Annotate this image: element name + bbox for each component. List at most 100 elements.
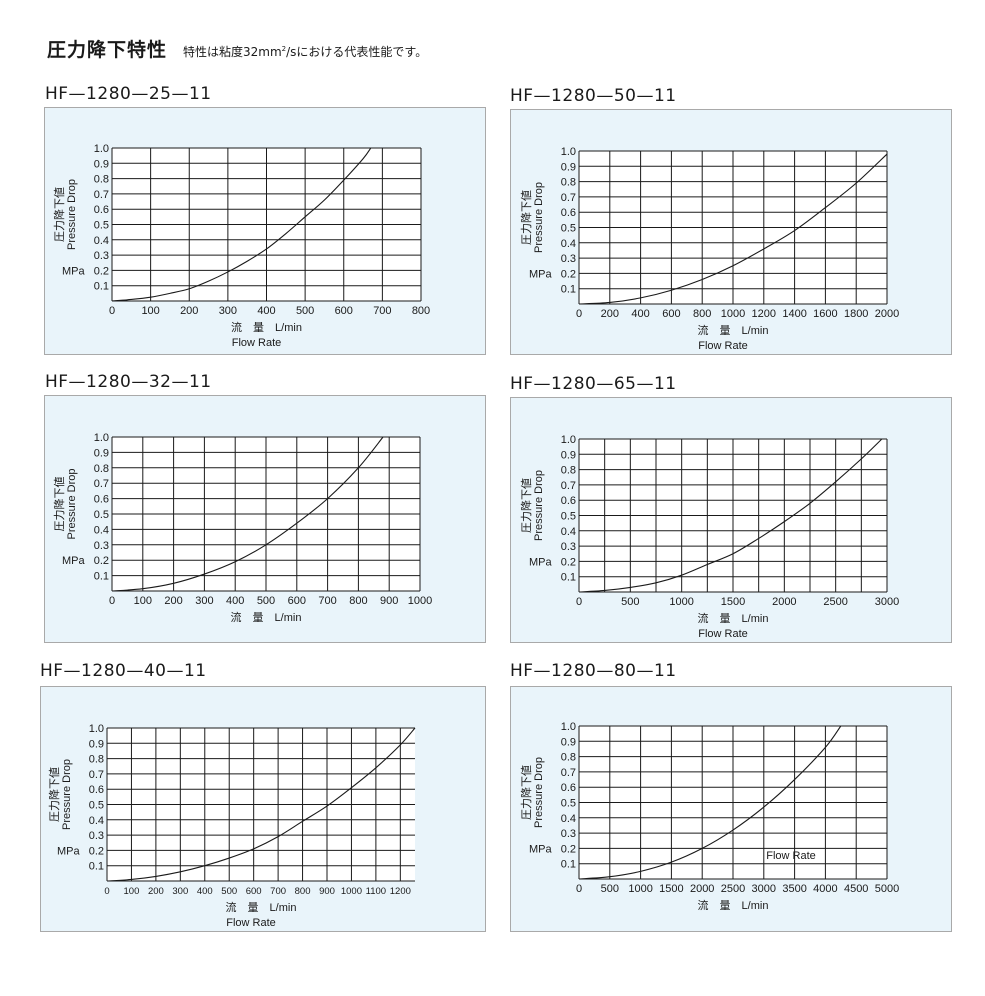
x-axis-label-jp: 流 量 L/min <box>231 610 302 624</box>
x-tick-label: 1000 <box>669 596 693 608</box>
x-tick-label: 1500 <box>721 596 745 608</box>
y-tick-label: 0.9 <box>561 161 576 173</box>
chart-svg-32: 0.1 0.2 0.3 0.4 0.5 0.6 0.7 0.8 0.9 1.0 0 100 200 300… <box>52 432 432 624</box>
x-tick-label: 300 <box>219 305 237 317</box>
chart-svg-80: 0.1 0.2 0.3 0.4 0.5 0.6 0.7 0.8 0.9 1.0 0 500 1000 15… <box>519 721 899 912</box>
x-tick-label: 100 <box>141 305 159 317</box>
y-tick-label: 0.4 <box>94 524 109 536</box>
y-axis-unit: MPa <box>62 265 86 277</box>
x-tick-label: 500 <box>601 883 619 895</box>
y-tick-label: 0.6 <box>561 207 576 219</box>
y-axis-unit: MPa <box>529 556 553 568</box>
x-tick-label: 400 <box>226 595 244 607</box>
series-line <box>111 436 384 592</box>
x-axis-label-jp: 流 量 L/min <box>226 900 297 914</box>
y-tick-label: 0.8 <box>561 752 576 764</box>
x-tick-label: 400 <box>257 305 275 317</box>
y-tick-label: 0.1 <box>561 572 576 584</box>
y-tick-label: 1.0 <box>89 723 104 735</box>
x-tick-label: 0 <box>109 305 115 317</box>
x-tick-label: 100 <box>124 886 140 897</box>
y-tick-label: 0.7 <box>561 192 576 204</box>
x-tick-label: 0 <box>109 595 115 607</box>
x-tick-label: 2500 <box>823 596 847 608</box>
y-axis-label-en: Pressure Drop <box>66 179 78 250</box>
chart-svg-25: 0.1 0.2 0.3 0.4 0.5 0.6 0.7 0.8 0.9 1.0 0 100 200 300… <box>52 143 430 349</box>
y-tick-label: 0.6 <box>561 782 576 794</box>
x-tick-label: 500 <box>621 596 639 608</box>
chart-panel-50: 0.1 0.2 0.3 0.4 0.5 0.6 0.7 0.8 0.9 1.0 0 200 400 600… <box>510 109 952 355</box>
x-tick-label: 600 <box>335 305 353 317</box>
y-axis-label-en: Pressure Drop <box>533 470 545 541</box>
x-axis-label-jp: 流 量 L/min <box>698 611 769 625</box>
x-tick-label: 700 <box>318 595 336 607</box>
x-tick-label: 0 <box>104 886 109 897</box>
x-tick-label: 3500 <box>782 883 806 895</box>
subtitle-superscript: 2 <box>281 45 287 53</box>
y-axis-label-jp: 圧力降下値 <box>47 767 61 822</box>
x-tick-label: 2000 <box>690 883 714 895</box>
x-axis-label-en: Flow Rate <box>232 337 282 349</box>
y-tick-label: 0.9 <box>561 449 576 461</box>
y-tick-label: 0.2 <box>561 268 576 280</box>
x-axis-label-en: Flow Rate <box>698 628 748 640</box>
y-axis-label-jp: 圧力降下値 <box>52 187 66 242</box>
x-tick-label: 0 <box>576 883 582 895</box>
chart-panel-80: 0.1 0.2 0.3 0.4 0.5 0.6 0.7 0.8 0.9 1.0 0 500 1000 15… <box>510 686 952 932</box>
chart-title-80: HF—1280—80—11 <box>510 661 677 681</box>
chart-svg-65: 0.1 0.2 0.3 0.4 0.5 0.6 0.7 0.8 0.9 1.0 0 500 1000 15… <box>519 434 899 640</box>
y-tick-label: 0.1 <box>561 859 576 871</box>
x-tick-label: 200 <box>601 308 619 320</box>
page-subtitle: 特性は粘度32mm2/sにおける代表性能です。 <box>183 43 427 60</box>
x-tick-label: 200 <box>180 305 198 317</box>
y-tick-label: 0.4 <box>94 235 109 247</box>
chart-title-32: HF—1280—32—11 <box>45 372 212 392</box>
x-tick-label: 800 <box>295 886 311 897</box>
x-tick-label: 1200 <box>752 308 776 320</box>
x-axis-label-jp: 流 量 L/min <box>698 898 769 912</box>
x-tick-label: 300 <box>172 886 188 897</box>
x-tick-label: 600 <box>288 595 306 607</box>
x-tick-label: 100 <box>134 595 152 607</box>
series-line <box>111 147 372 302</box>
x-tick-label: 700 <box>373 305 391 317</box>
y-tick-label: 0.7 <box>94 189 109 201</box>
y-tick-label: 0.6 <box>561 495 576 507</box>
y-tick-label: 0.1 <box>94 281 109 293</box>
y-axis-label-jp: 圧力降下値 <box>519 478 533 533</box>
y-axis-unit: MPa <box>57 845 81 857</box>
y-tick-label: 0.8 <box>94 174 109 186</box>
y-tick-label: 0.9 <box>561 736 576 748</box>
x-tick-label: 1100 <box>366 886 386 897</box>
y-tick-label: 0.5 <box>561 798 576 810</box>
y-tick-label: 0.9 <box>94 447 109 459</box>
y-tick-label: 1.0 <box>94 432 109 444</box>
x-tick-label: 0 <box>576 308 582 320</box>
y-tick-label: 0.3 <box>561 541 576 553</box>
chart-svg-50: 0.1 0.2 0.3 0.4 0.5 0.6 0.7 0.8 0.9 1.0 0 200 400 600… <box>519 146 899 352</box>
y-tick-label: 0.3 <box>561 828 576 840</box>
x-axis-label-en: Flow Rate <box>766 850 816 862</box>
chart-panel-40: 0.1 0.2 0.3 0.4 0.5 0.6 0.7 0.8 0.9 1.0 0 100 200 300… <box>40 686 486 932</box>
y-tick-label: 0.3 <box>94 250 109 262</box>
x-tick-label: 1000 <box>341 886 362 897</box>
x-axis-label-en: Flow Rate <box>226 917 276 929</box>
chart-title-40: HF—1280—40—11 <box>40 661 207 681</box>
x-tick-label: 200 <box>164 595 182 607</box>
y-tick-label: 1.0 <box>561 434 576 446</box>
y-tick-label: 0.5 <box>94 220 109 232</box>
y-tick-label: 0.7 <box>561 767 576 779</box>
y-tick-label: 1.0 <box>561 146 576 158</box>
x-tick-label: 500 <box>296 305 314 317</box>
y-axis-label-jp: 圧力降下値 <box>519 190 533 245</box>
x-tick-label: 1400 <box>782 308 806 320</box>
x-tick-label: 700 <box>270 886 286 897</box>
y-axis-unit: MPa <box>529 843 553 855</box>
x-axis-label-jp: 流 量 L/min <box>698 323 769 337</box>
x-tick-label: 2500 <box>721 883 745 895</box>
y-tick-label: 1.0 <box>94 143 109 155</box>
subtitle-text: 特性は粘度32mm <box>183 45 282 59</box>
y-tick-label: 0.4 <box>561 813 576 825</box>
y-tick-label: 0.6 <box>89 784 104 796</box>
y-axis-label-jp: 圧力降下値 <box>519 765 533 820</box>
